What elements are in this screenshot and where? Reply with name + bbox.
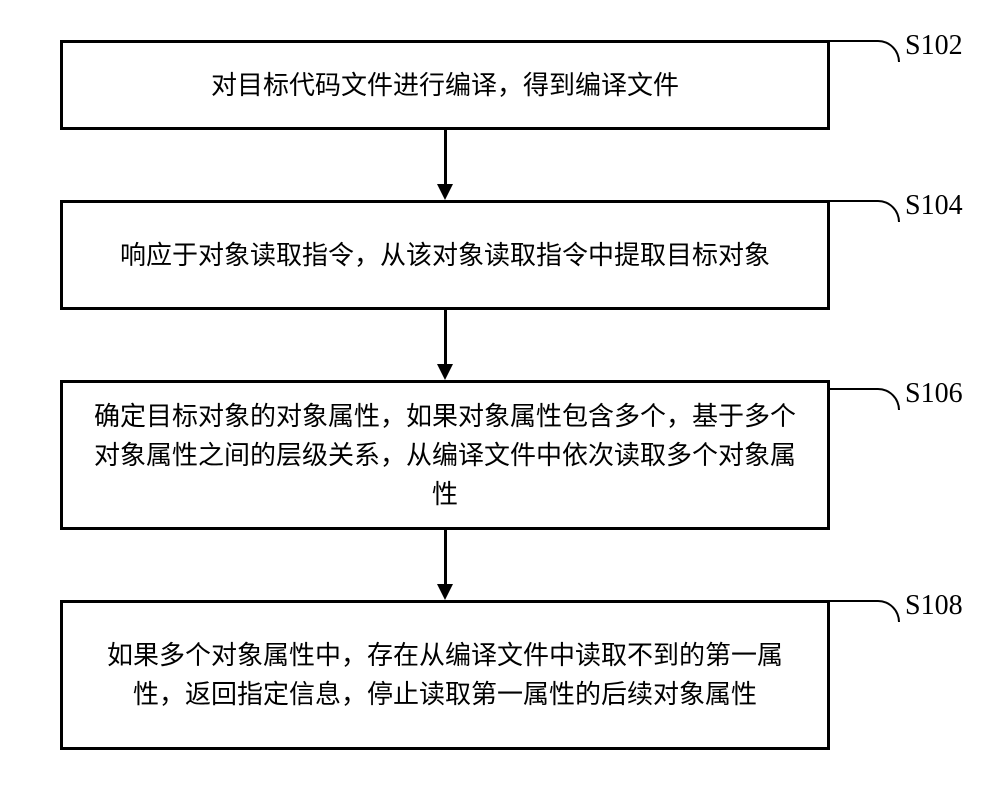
arrow-line-3 [444, 530, 447, 584]
flow-box-2-text: 响应于对象读取指令，从该对象读取指令中提取目标对象 [120, 236, 770, 275]
arrow-line-2 [444, 310, 447, 364]
flow-box-4: 如果多个对象属性中，存在从编译文件中读取不到的第一属性，返回指定信息，停止读取第… [60, 600, 830, 750]
arrow-head-3 [437, 584, 453, 600]
arrow-head-2 [437, 364, 453, 380]
leader-1 [830, 40, 900, 62]
step-label-1: S102 [905, 30, 963, 62]
leader-4 [830, 600, 900, 622]
flow-box-4-text: 如果多个对象属性中，存在从编译文件中读取不到的第一属性，返回指定信息，停止读取第… [83, 636, 807, 714]
leader-3 [830, 388, 900, 410]
flow-box-1: 对目标代码文件进行编译，得到编译文件 [60, 40, 830, 130]
flow-box-2: 响应于对象读取指令，从该对象读取指令中提取目标对象 [60, 200, 830, 310]
leader-2 [830, 200, 900, 222]
step-label-3: S106 [905, 378, 963, 410]
step-label-4: S108 [905, 590, 963, 622]
arrow-head-1 [437, 184, 453, 200]
flow-box-3-text: 确定目标对象的对象属性，如果对象属性包含多个，基于多个对象属性之间的层级关系，从… [83, 397, 807, 514]
flow-box-3: 确定目标对象的对象属性，如果对象属性包含多个，基于多个对象属性之间的层级关系，从… [60, 380, 830, 530]
arrow-line-1 [444, 130, 447, 184]
step-label-2: S104 [905, 190, 963, 222]
flow-box-1-text: 对目标代码文件进行编译，得到编译文件 [211, 66, 679, 105]
